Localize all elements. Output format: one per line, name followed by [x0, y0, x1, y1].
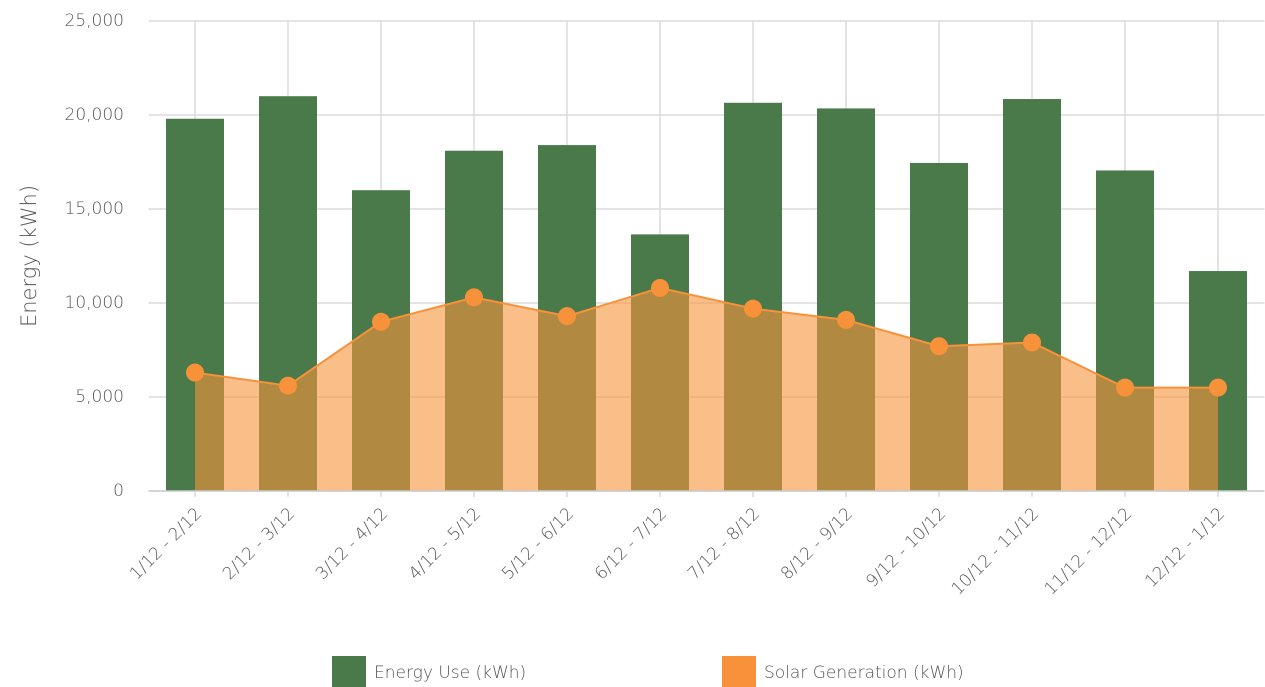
point	[744, 299, 762, 318]
x-tick-label: 5/12 - 6/12	[498, 504, 578, 584]
y-axis-label: Energy (kWh)	[17, 185, 41, 327]
point	[186, 363, 204, 382]
point	[1116, 378, 1134, 397]
x-tick-label: 8/12 - 9/12	[777, 504, 857, 584]
legend-swatch	[722, 656, 756, 687]
legend-swatch	[332, 656, 366, 687]
point	[465, 288, 483, 307]
point	[558, 307, 576, 326]
point	[837, 310, 855, 329]
x-tick-label: 2/12 - 3/12	[219, 504, 299, 584]
x-tick-label: 3/12 - 4/12	[312, 504, 392, 584]
x-tick-label: 1/12 - 2/12	[126, 504, 206, 584]
x-tick-label: 9/12 - 10/12	[862, 504, 950, 592]
y-tick-label: 5,000	[75, 387, 124, 407]
x-tick-label: 10/12 - 11/12	[948, 504, 1043, 599]
y-tick-label: 20,000	[65, 105, 124, 125]
line	[194, 286, 1218, 389]
y-tick-label: 15,000	[65, 199, 124, 219]
area	[195, 287, 1218, 491]
x-tick-label: 12/12 - 1/12	[1141, 504, 1229, 592]
y-tick-label: 0	[113, 481, 124, 501]
x-tick-label: 7/12 - 8/12	[684, 504, 764, 584]
point	[279, 376, 297, 395]
y-tick-label: 25,000	[65, 11, 124, 31]
point	[1023, 333, 1041, 352]
y-tick-label: 10,000	[65, 293, 124, 313]
legend-label: Solar Generation (kWh)	[764, 663, 964, 683]
point	[930, 337, 948, 356]
x-tick-label: 11/12 - 12/12	[1041, 504, 1136, 599]
x-tick-label: 4/12 - 5/12	[405, 504, 485, 584]
legend-label: Energy Use (kWh)	[374, 663, 526, 683]
point	[651, 278, 669, 297]
x-tick-label: 6/12 - 7/12	[591, 504, 671, 584]
point	[372, 312, 390, 331]
point	[1209, 378, 1227, 397]
